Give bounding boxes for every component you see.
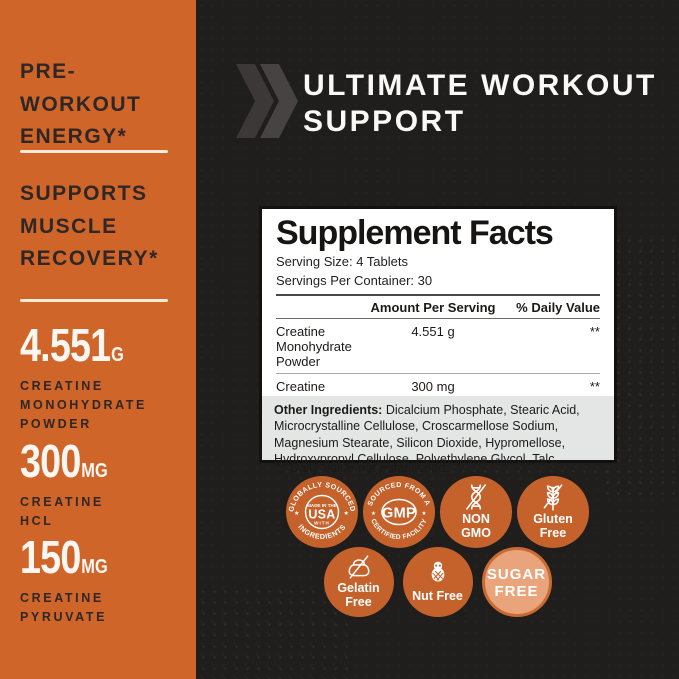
facts-table-header: Amount Per Serving % Daily Value [276,296,600,319]
supplement-facts-panel: Supplement Facts Serving Size: 4 Tablets… [259,206,617,475]
column-daily-value: % Daily Value [516,299,600,315]
table-row: Creatine Monohydrate Powder 4.551 g ** [276,319,600,374]
ingredient-amount: 300 mg [411,378,455,394]
servings-per-container: Servings Per Container: 30 [276,272,433,288]
divider [276,293,600,296]
stat-unit: MG [81,460,108,482]
badge-label: Gelatin Free [337,581,380,609]
stat-number: 150 [20,531,81,583]
badge-label: Gluten Free [533,512,573,540]
star-icon: ★ [371,510,376,517]
divider [20,150,168,153]
stat-unit: MG [81,556,108,578]
badge-label: Nut Free [412,589,463,604]
ingredient-amount: 4.551 g [411,323,455,339]
stat-number: 300 [20,435,81,487]
wheat-crossed-icon [543,484,563,511]
usa-center-top: MADE IN THE [307,503,337,508]
badge-label: NON GMO [461,512,491,540]
stat-label: CREATINE PYRUVATE [20,591,108,624]
stat-value: 150MG [20,530,108,584]
stat-value: 4.551G [20,318,124,372]
serving-size: Serving Size: 4 Tablets [276,253,408,269]
badge-row: GLOBALLY SOURCED INGREDIENTS ★ ★ MADE IN… [286,476,589,548]
gmp-seal-icon: SOURCED FROM A CERTIFIED FACILITY ★ ★ GM… [363,476,435,548]
double-chevron-right-icon [236,64,300,138]
stat-label: CREATINE HCL [20,495,104,528]
stat-creatine-pyruvate: 150MG CREATINE PYRUVATE [20,530,127,627]
gmp-center-main: GMP [382,506,416,522]
gelatin-crossed-icon [347,555,370,579]
badge-gmp-certified: SOURCED FROM A CERTIFIED FACILITY ★ ★ GM… [363,476,435,548]
badge-made-in-usa: GLOBALLY SOURCED INGREDIENTS ★ ★ MADE IN… [286,476,358,548]
divider [20,299,168,302]
usa-seal-icon: GLOBALLY SOURCED INGREDIENTS ★ ★ MADE IN… [286,476,358,548]
star-icon: ★ [344,510,349,517]
ingredient-daily-value: ** [589,378,600,394]
other-ingredients-label: Other Ingredients: [274,403,383,417]
badge-gelatin-free: Gelatin Free [323,547,394,617]
badge-nut-free: Nut Free [402,547,473,617]
peanut-icon [431,561,444,582]
stat-number: 4.551 [20,319,111,371]
ingredient-daily-value: ** [589,323,600,339]
stat-label: CREATINE MONOHYDRATE POWDER [20,379,147,431]
badge-label: SUGAR FREE [486,565,547,600]
stat-unit: G [111,344,124,366]
ingredient-name: Creatine Monohydrate Powder [276,323,352,369]
badge-row: Gelatin Free Nut Free SUGAR F [323,547,552,617]
badge-gluten-free: Gluten Free [517,476,589,548]
claim-pre-workout-energy: PRE-WORKOUT ENERGY* [20,60,142,149]
stat-creatine-monohydrate: 4.551G CREATINE MONOHYDRATE POWDER [20,318,147,433]
stat-value: 300MG [20,434,108,488]
usa-center-main: USA [308,508,335,522]
column-amount-per-serving: Amount Per Serving [370,299,496,315]
page-title: ULTIMATE WORKOUT SUPPORT [303,69,657,138]
supplement-facts-title: Supplement Facts [276,214,554,252]
claim-muscle-recovery: SUPPORTS MUSCLE RECOVERY* [20,182,159,271]
star-icon: ★ [294,510,299,517]
sidebar: PRE-WORKOUT ENERGY* SUPPORTS MUSCLE RECO… [0,0,196,679]
usa-center-bottom: WITH [314,521,330,526]
dna-crossed-icon [466,484,486,510]
certification-badges: GLOBALLY SOURCED INGREDIENTS ★ ★ MADE IN… [196,476,679,617]
badge-sugar-free: SUGAR FREE [481,547,552,617]
star-icon: ★ [422,510,427,517]
other-ingredients-box: Other Ingredients: Dicalcium Phosphate, … [262,396,614,466]
stat-creatine-hcl: 300MG CREATINE HCL [20,434,127,531]
badge-non-gmo: NON GMO [440,476,512,548]
